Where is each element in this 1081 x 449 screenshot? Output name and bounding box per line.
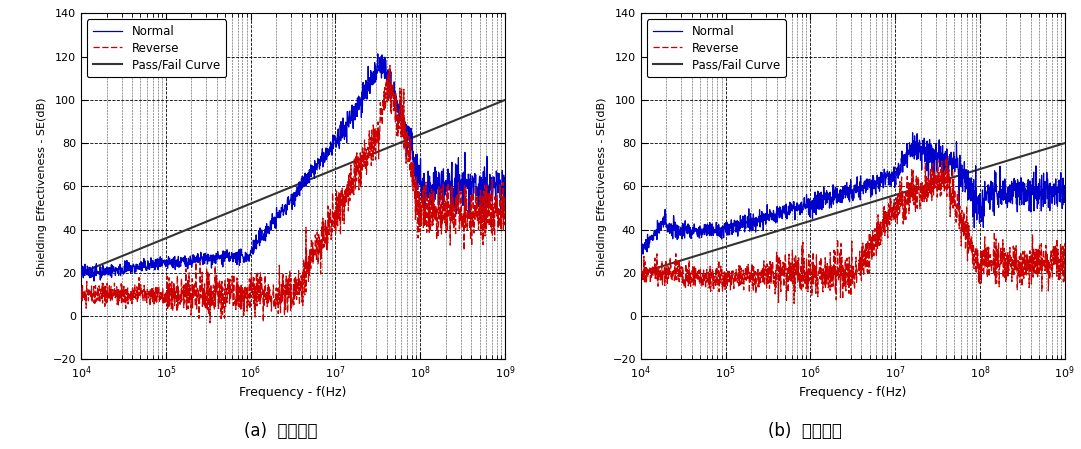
Text: (b)  수직편파: (b) 수직편파 (769, 422, 842, 440)
Normal (906, 130, 919, 136)
Normal (88, 278, 101, 284)
Normal (371, 51, 384, 57)
Y-axis label: Shielding Effectiveness - SE(dB): Shielding Effectiveness - SE(dB) (37, 97, 48, 276)
Reverse (384, 63, 397, 68)
Normal (255, 238, 268, 243)
Normal (125, 266, 138, 271)
Reverse (788, 301, 801, 306)
Reverse (124, 298, 137, 303)
Normal (271, 215, 284, 220)
Reverse (940, 155, 953, 160)
Reverse (498, 212, 511, 218)
Normal (667, 213, 680, 218)
Normal (498, 175, 511, 180)
Line: Reverse: Reverse (641, 158, 1065, 304)
Line: Normal: Normal (81, 54, 505, 281)
Normal (635, 252, 648, 257)
Reverse (814, 255, 827, 260)
Reverse (264, 297, 277, 303)
Line: Reverse: Reverse (81, 66, 505, 323)
Y-axis label: Shielding Effectiveness - SE(dB): Shielding Effectiveness - SE(dB) (597, 97, 606, 276)
Reverse (203, 320, 216, 326)
Reverse (107, 294, 120, 299)
Reverse (635, 264, 648, 269)
Legend: Normal, Reverse, Pass/Fail Curve: Normal, Reverse, Pass/Fail Curve (86, 19, 226, 77)
Reverse (316, 246, 329, 251)
Reverse (684, 282, 697, 288)
Normal (108, 267, 121, 273)
Legend: Normal, Reverse, Pass/Fail Curve: Normal, Reverse, Pass/Fail Curve (646, 19, 786, 77)
Normal (1058, 189, 1071, 195)
Normal (316, 154, 329, 160)
Normal (830, 185, 843, 191)
Normal (75, 267, 88, 273)
Normal (684, 232, 697, 238)
Reverse (271, 301, 284, 306)
Normal (876, 176, 889, 181)
Reverse (876, 220, 889, 226)
Normal (823, 205, 836, 211)
Reverse (1058, 241, 1071, 246)
Reverse (75, 290, 88, 295)
Text: (a)  수평편파: (a) 수평편파 (244, 422, 318, 440)
Reverse (255, 288, 268, 293)
X-axis label: Frequency - f(Hz): Frequency - f(Hz) (239, 386, 347, 399)
Normal (814, 190, 827, 195)
Reverse (824, 268, 837, 273)
Reverse (667, 268, 680, 273)
Normal (264, 227, 277, 233)
Line: Normal: Normal (641, 133, 1065, 255)
X-axis label: Frequency - f(Hz): Frequency - f(Hz) (799, 386, 907, 399)
Reverse (831, 271, 844, 277)
